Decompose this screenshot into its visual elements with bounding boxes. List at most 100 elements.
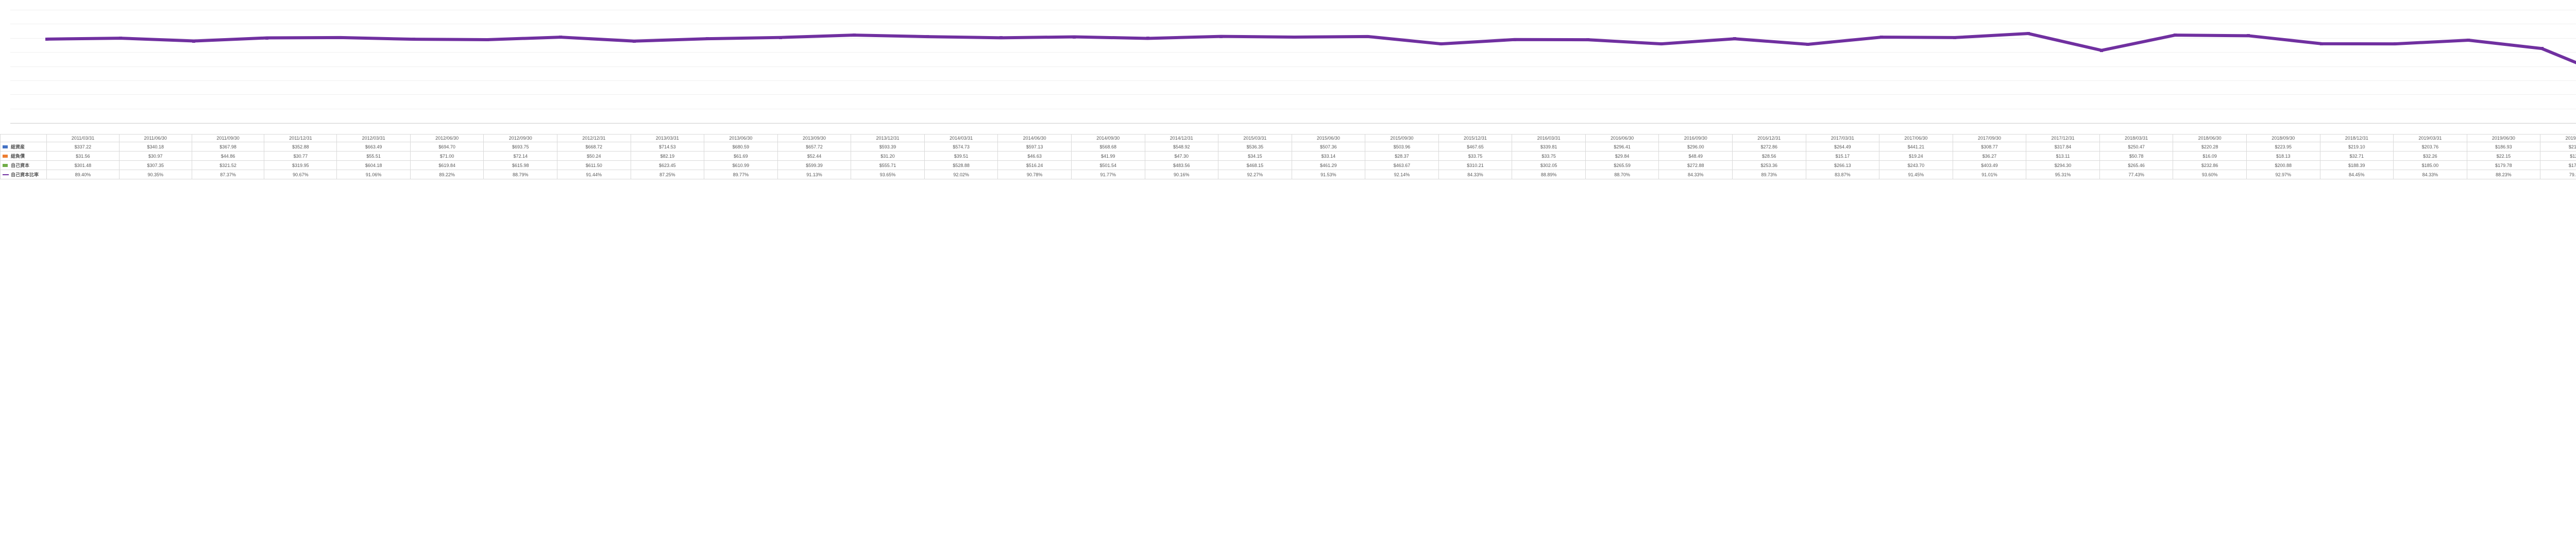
- cell: 2015/12/31: [1438, 135, 1512, 142]
- cell: $294.30: [2026, 161, 2100, 170]
- cell: $223.95: [2246, 142, 2320, 152]
- cell: 91.01%: [1953, 170, 2026, 179]
- data-table-wrap: 2011/03/312011/06/302011/09/302011/12/31…: [0, 134, 2576, 179]
- cell: $12.62: [2540, 152, 2576, 161]
- cell: $29.84: [1585, 152, 1659, 161]
- grid-line: [10, 66, 2576, 67]
- row-equity: 自己資本$301.48$307.35$321.52$319.95$604.18$…: [1, 161, 2576, 170]
- equity-ratio-marker: [1953, 36, 1956, 39]
- cell: $185.00: [2394, 161, 2467, 170]
- cell: $30.97: [119, 152, 192, 161]
- cell: 91.06%: [337, 170, 411, 179]
- equity-ratio-marker: [45, 38, 48, 41]
- cell: 89.40%: [47, 170, 120, 179]
- cell: $680.59: [704, 142, 778, 152]
- cell: 89.77%: [704, 170, 778, 179]
- cell: $186.93: [2467, 142, 2540, 152]
- cell: $599.39: [777, 161, 851, 170]
- cell: $548.92: [1145, 142, 1218, 152]
- equity-ratio-marker: [1439, 42, 1443, 45]
- cell: $33.75: [1438, 152, 1512, 161]
- row-periods: 2011/03/312011/06/302011/09/302011/12/31…: [1, 135, 2576, 142]
- row-label: 自己資本比率: [11, 172, 39, 177]
- equity-ratio-marker: [2540, 47, 2544, 50]
- equity-ratio-marker: [1146, 37, 1149, 40]
- cell: $28.37: [1365, 152, 1439, 161]
- cell: 2015/09/30: [1365, 135, 1439, 142]
- cell: $367.98: [192, 142, 264, 152]
- cell: $597.13: [998, 142, 1072, 152]
- cell: $203.76: [2394, 142, 2467, 152]
- cell: 2017/03/31: [1806, 135, 1879, 142]
- cell: $264.49: [1806, 142, 1879, 152]
- cell: $47.30: [1145, 152, 1218, 161]
- cell: 89.22%: [410, 170, 484, 179]
- equity-ratio-marker: [2247, 34, 2250, 37]
- cell: 2014/12/31: [1145, 135, 1218, 142]
- equity-ratio-marker: [1806, 43, 1809, 46]
- cell: 95.31%: [2026, 170, 2100, 179]
- cell: $31.56: [47, 152, 120, 161]
- cell: $694.70: [410, 142, 484, 152]
- cell: $340.18: [119, 142, 192, 152]
- cell: $528.88: [924, 161, 998, 170]
- cell: $52.44: [777, 152, 851, 161]
- cell: 88.23%: [2467, 170, 2540, 179]
- line-legend-icon: [3, 174, 9, 175]
- cell: 2016/09/30: [1659, 135, 1733, 142]
- row-header: 総負債: [1, 152, 47, 161]
- cell: 90.67%: [264, 170, 337, 179]
- cell: $352.88: [264, 142, 337, 152]
- equity-ratio-marker: [339, 36, 342, 39]
- cell: $22.15: [2467, 152, 2540, 161]
- equity-ratio-marker: [999, 36, 1003, 39]
- cell: $296.41: [1585, 142, 1659, 152]
- equity-ratio-marker: [486, 38, 489, 41]
- cell: 77.43%: [2099, 170, 2173, 179]
- equity-ratio-marker: [779, 36, 782, 39]
- cell: $39.51: [924, 152, 998, 161]
- cell: $319.95: [264, 161, 337, 170]
- cell: $220.28: [2173, 142, 2247, 152]
- cell: 90.78%: [998, 170, 1072, 179]
- cell: $668.72: [557, 142, 631, 152]
- cell: 90.35%: [119, 170, 192, 179]
- cell: $302.05: [1512, 161, 1586, 170]
- cell: $33.14: [1292, 152, 1365, 161]
- cell: 2018/03/31: [2099, 135, 2173, 142]
- row-total-liabilities: 総負債$31.56$30.97$44.86$30.77$55.51$71.00$…: [1, 152, 2576, 161]
- grid-line: [10, 52, 2576, 53]
- cell: $265.59: [1585, 161, 1659, 170]
- cell: 2013/12/31: [851, 135, 925, 142]
- cell: $619.84: [410, 161, 484, 170]
- cell: $507.36: [1292, 142, 1365, 152]
- cell: $250.47: [2099, 142, 2173, 152]
- cell: $218.16: [2540, 142, 2576, 152]
- equity-ratio-marker: [1733, 37, 1736, 40]
- cell: 88.89%: [1512, 170, 1586, 179]
- cell: 2012/12/31: [557, 135, 631, 142]
- cell: $41.99: [1071, 152, 1145, 161]
- cell: 2014/06/30: [998, 135, 1072, 142]
- equity-ratio-marker: [926, 35, 929, 38]
- row-header: 総資産: [1, 142, 47, 152]
- cell: 2012/03/31: [337, 135, 411, 142]
- cell: $310.21: [1438, 161, 1512, 170]
- cell: $568.68: [1071, 142, 1145, 152]
- equity-ratio-marker: [706, 37, 709, 40]
- grid-line: [10, 80, 2576, 81]
- cell: $461.29: [1292, 161, 1365, 170]
- cell: 2011/06/30: [119, 135, 192, 142]
- cell: 2017/12/31: [2026, 135, 2100, 142]
- equity-ratio-marker: [1660, 42, 1663, 45]
- equity-ratio-marker: [1366, 35, 1369, 38]
- row-label: 総負債: [11, 154, 25, 159]
- cell: $337.22: [47, 142, 120, 152]
- equity-ratio-marker: [853, 34, 856, 37]
- cell: $467.65: [1438, 142, 1512, 152]
- cell: 2013/03/31: [631, 135, 704, 142]
- cell: 92.97%: [2246, 170, 2320, 179]
- cell: $36.27: [1953, 152, 2026, 161]
- cell: $188.39: [2320, 161, 2394, 170]
- cell: $232.86: [2173, 161, 2247, 170]
